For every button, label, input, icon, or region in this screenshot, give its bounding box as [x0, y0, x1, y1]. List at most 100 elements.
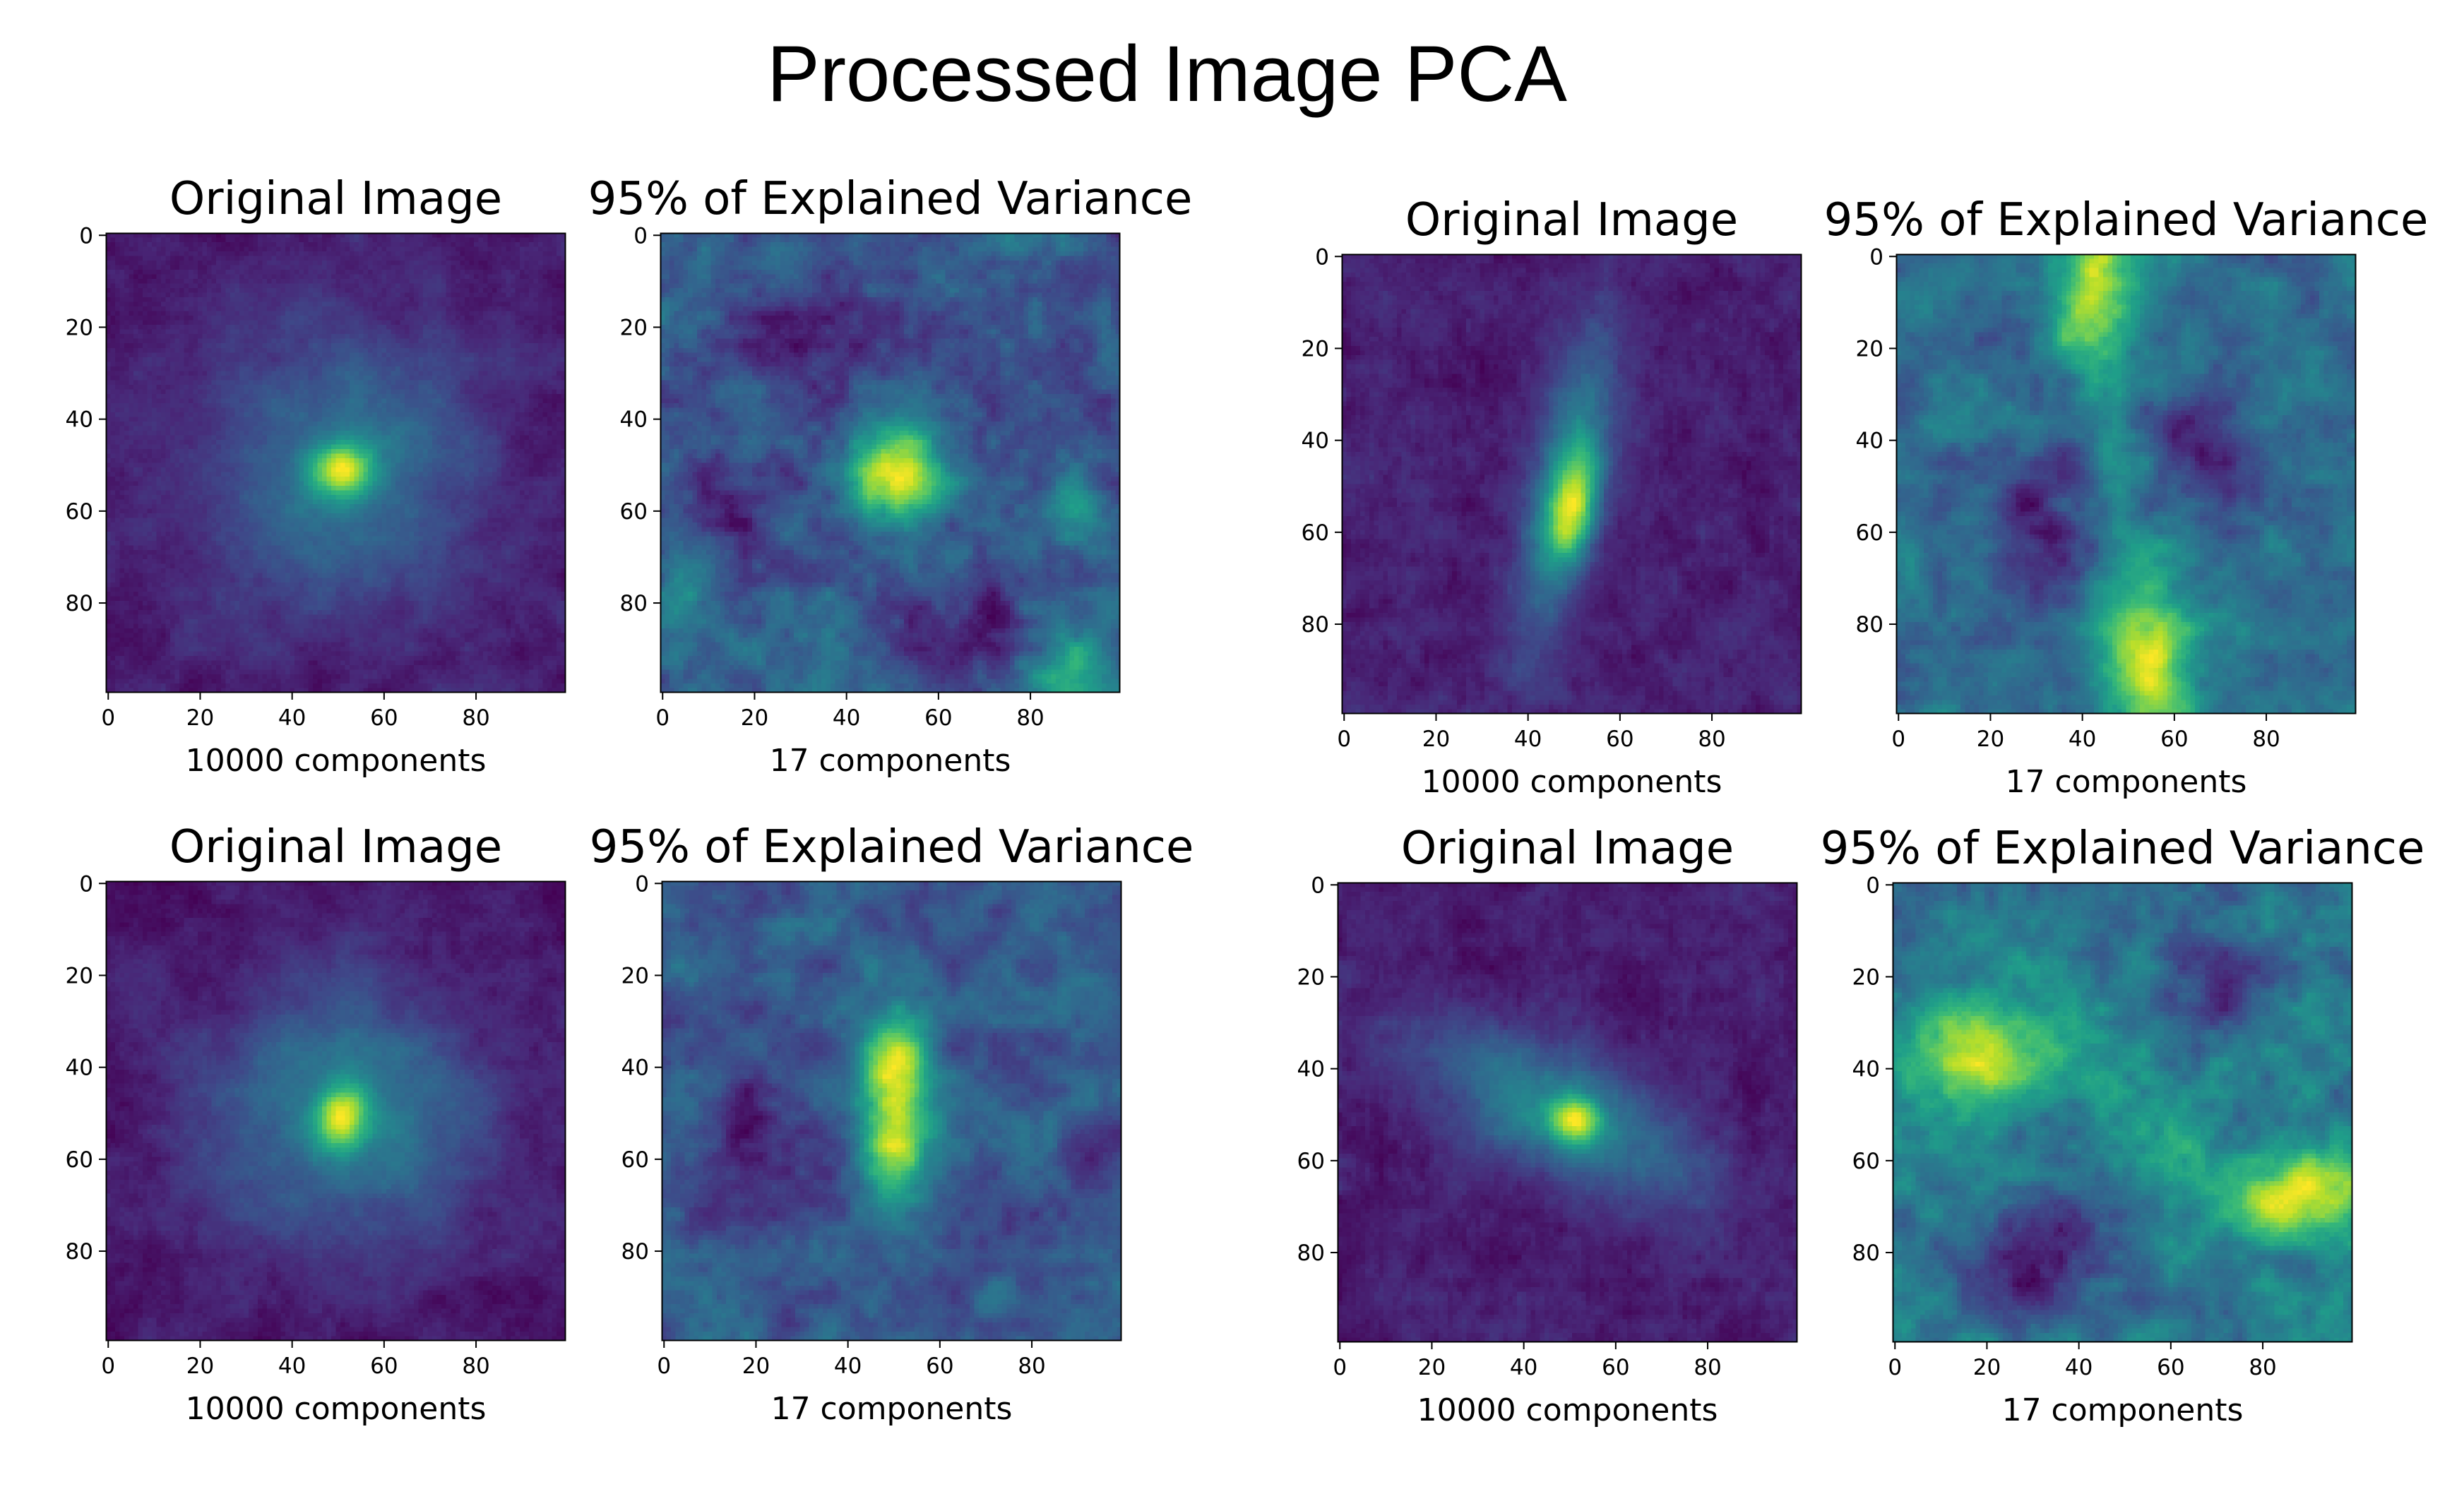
- panel-title: 95% of Explained Variance: [1820, 823, 2425, 875]
- x-tick-label: 60: [2160, 727, 2188, 752]
- x-tick-label: 0: [1337, 727, 1351, 752]
- heatmap-axes: 0 20 40 60 80 0 20 40 60 80: [1297, 873, 1798, 1380]
- x-tick-label: 80: [2249, 1355, 2276, 1380]
- x-tick-label: 20: [1418, 1355, 1446, 1380]
- y-tick-label: 60: [620, 499, 648, 525]
- axes-frame: [660, 232, 1121, 693]
- y-tick-label: 20: [1856, 336, 1883, 361]
- y-tick-label: 0: [633, 223, 648, 249]
- x-tick-label: 40: [833, 705, 860, 731]
- y-tick-label: 40: [1297, 1057, 1325, 1082]
- x-tick-label: 80: [1016, 705, 1044, 731]
- x-tick-label: 20: [1422, 727, 1450, 752]
- x-axis-label: 10000 components: [1421, 764, 1722, 800]
- heatmap-axes: 0 20 40 60 80 0 20 40 60 80: [621, 871, 1122, 1379]
- x-tick-label: 80: [1694, 1355, 1721, 1380]
- heatmap-image: [1896, 254, 2356, 714]
- x-tick-label: 80: [2252, 727, 2280, 752]
- y-tick-label: 80: [66, 1239, 93, 1265]
- x-tick-label: 40: [2069, 727, 2096, 752]
- y-tick-label: 60: [1297, 1149, 1325, 1174]
- x-tick-label: 60: [2157, 1355, 2184, 1380]
- axes-frame: [105, 232, 566, 693]
- y-tick-label: 20: [1297, 964, 1325, 990]
- panel-title: Original Image: [1400, 823, 1734, 875]
- x-tick-label: 40: [278, 705, 306, 731]
- y-tick-label: 40: [621, 1056, 649, 1081]
- heatmap-image: [106, 233, 566, 693]
- x-tick-label: 0: [1333, 1355, 1347, 1380]
- y-tick-label: 0: [79, 871, 93, 897]
- x-tick-label: 20: [186, 705, 214, 731]
- panel-title: Original Image: [169, 173, 503, 225]
- axes-frame: [1337, 882, 1798, 1343]
- heatmap-axes: 0 20 40 60 80 0 20 40 60 80: [1856, 244, 2357, 752]
- heatmap-image: [1893, 883, 2352, 1342]
- y-tick-label: 80: [66, 591, 93, 616]
- heatmap-axes: 0 20 40 60 80 0 20 40 60 80: [620, 223, 1121, 731]
- heatmap-image: [662, 881, 1121, 1341]
- y-tick-label: 20: [66, 963, 93, 988]
- axes-frame: [1341, 253, 1802, 715]
- x-tick-label: 80: [1018, 1353, 1045, 1379]
- y-tick-label: 40: [66, 407, 93, 433]
- x-tick-label: 20: [741, 705, 768, 731]
- y-tick-label: 80: [1302, 612, 1329, 638]
- y-tick-label: 20: [1852, 964, 1880, 990]
- panel-title: Original Image: [169, 821, 503, 873]
- x-tick-label: 0: [101, 705, 115, 731]
- x-tick-label: 60: [1602, 1355, 1629, 1380]
- y-tick-label: 40: [620, 407, 648, 433]
- y-tick-label: 20: [1302, 336, 1329, 361]
- heatmap-image: [1338, 883, 1797, 1342]
- panel-title: 95% of Explained Variance: [1823, 194, 2429, 246]
- panel-title: 95% of Explained Variance: [588, 173, 1193, 225]
- y-tick-label: 0: [1311, 873, 1325, 898]
- heatmap-axes: 0 20 40 60 80 0 20 40 60 80: [66, 223, 566, 731]
- y-tick-label: 60: [621, 1147, 649, 1173]
- x-axis-label: 17 components: [2001, 1392, 2244, 1428]
- x-tick-label: 0: [655, 705, 669, 731]
- x-tick-label: 40: [278, 1353, 306, 1379]
- y-tick-label: 80: [1297, 1241, 1325, 1266]
- y-tick-label: 60: [1856, 520, 1883, 546]
- x-tick-label: 20: [1977, 727, 2004, 752]
- y-tick-label: 0: [1869, 244, 1883, 270]
- axes-frame: [1892, 882, 2353, 1343]
- y-tick-label: 80: [1852, 1241, 1880, 1266]
- y-tick-label: 0: [79, 223, 93, 249]
- x-tick-label: 80: [1698, 727, 1725, 752]
- x-axis-label: 17 components: [770, 1391, 1013, 1427]
- y-tick-label: 60: [66, 1147, 93, 1173]
- x-tick-label: 20: [1973, 1355, 2001, 1380]
- panel-title: 95% of Explained Variance: [589, 821, 1194, 873]
- x-axis-label: 10000 components: [185, 1391, 487, 1427]
- x-tick-label: 80: [462, 1353, 489, 1379]
- x-tick-label: 0: [1891, 727, 1905, 752]
- heatmap-image: [660, 233, 1120, 693]
- y-tick-label: 60: [66, 499, 93, 525]
- panel-title: Original Image: [1405, 194, 1739, 246]
- x-tick-label: 60: [370, 705, 398, 731]
- y-tick-label: 40: [1302, 429, 1329, 454]
- y-tick-label: 80: [620, 591, 648, 616]
- y-tick-label: 0: [1866, 873, 1880, 898]
- y-tick-label: 20: [621, 963, 649, 988]
- y-tick-label: 20: [620, 315, 648, 340]
- x-tick-label: 40: [834, 1353, 862, 1379]
- y-tick-label: 80: [1856, 612, 1883, 638]
- y-tick-label: 0: [635, 871, 649, 897]
- y-tick-label: 20: [66, 315, 93, 340]
- x-tick-label: 40: [1514, 727, 1542, 752]
- y-tick-label: 60: [1302, 520, 1329, 546]
- heatmap-axes: 0 20 40 60 80 0 20 40 60 80: [1302, 244, 1802, 752]
- x-axis-label: 10000 components: [185, 743, 487, 779]
- x-tick-label: 20: [742, 1353, 770, 1379]
- x-tick-label: 0: [101, 1353, 115, 1379]
- heatmap-image: [1342, 254, 1802, 714]
- x-tick-label: 40: [2065, 1355, 2093, 1380]
- y-tick-label: 80: [621, 1239, 649, 1265]
- x-axis-label: 17 components: [2005, 764, 2247, 800]
- x-tick-label: 60: [1606, 727, 1633, 752]
- x-tick-label: 0: [1888, 1355, 1902, 1380]
